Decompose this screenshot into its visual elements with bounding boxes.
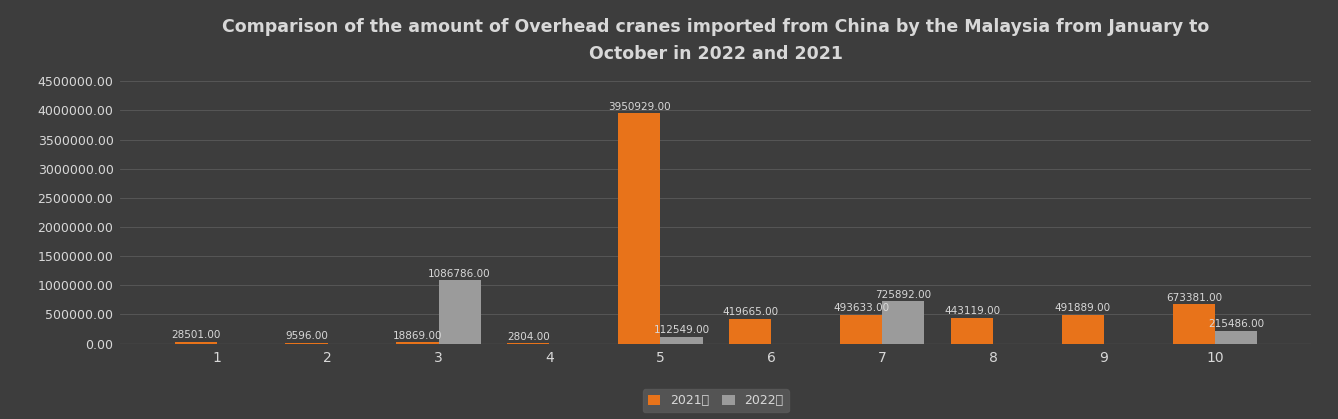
Text: 9596.00: 9596.00 — [285, 331, 328, 341]
Bar — [1215, 331, 1258, 344]
Text: 493633.00: 493633.00 — [834, 303, 890, 313]
Text: 28501.00: 28501.00 — [171, 330, 221, 340]
Text: 419665.00: 419665.00 — [723, 308, 779, 318]
Bar — [661, 337, 702, 344]
Bar — [618, 113, 661, 344]
Text: 112549.00: 112549.00 — [653, 326, 709, 335]
Bar — [951, 318, 993, 344]
Bar — [1062, 315, 1104, 344]
Text: 3950929.00: 3950929.00 — [607, 102, 670, 111]
Bar — [174, 342, 217, 344]
Text: 725892.00: 725892.00 — [875, 290, 931, 300]
Text: 491889.00: 491889.00 — [1054, 303, 1111, 313]
Text: 443119.00: 443119.00 — [945, 306, 999, 316]
Text: 2804.00: 2804.00 — [507, 332, 550, 342]
Title: Comparison of the amount of Overhead cranes imported from China by the Malaysia : Comparison of the amount of Overhead cra… — [222, 18, 1210, 63]
Text: 673381.00: 673381.00 — [1165, 293, 1222, 303]
Bar — [439, 280, 480, 344]
Text: 215486.00: 215486.00 — [1208, 319, 1264, 329]
Bar — [882, 301, 925, 344]
Legend: 2021年, 2022年: 2021年, 2022年 — [644, 389, 788, 412]
Text: 1086786.00: 1086786.00 — [428, 269, 491, 279]
Bar — [840, 315, 882, 344]
Text: 18869.00: 18869.00 — [393, 331, 443, 341]
Bar — [1173, 304, 1215, 344]
Bar — [396, 342, 439, 344]
Bar — [729, 319, 771, 344]
Bar — [285, 343, 328, 344]
